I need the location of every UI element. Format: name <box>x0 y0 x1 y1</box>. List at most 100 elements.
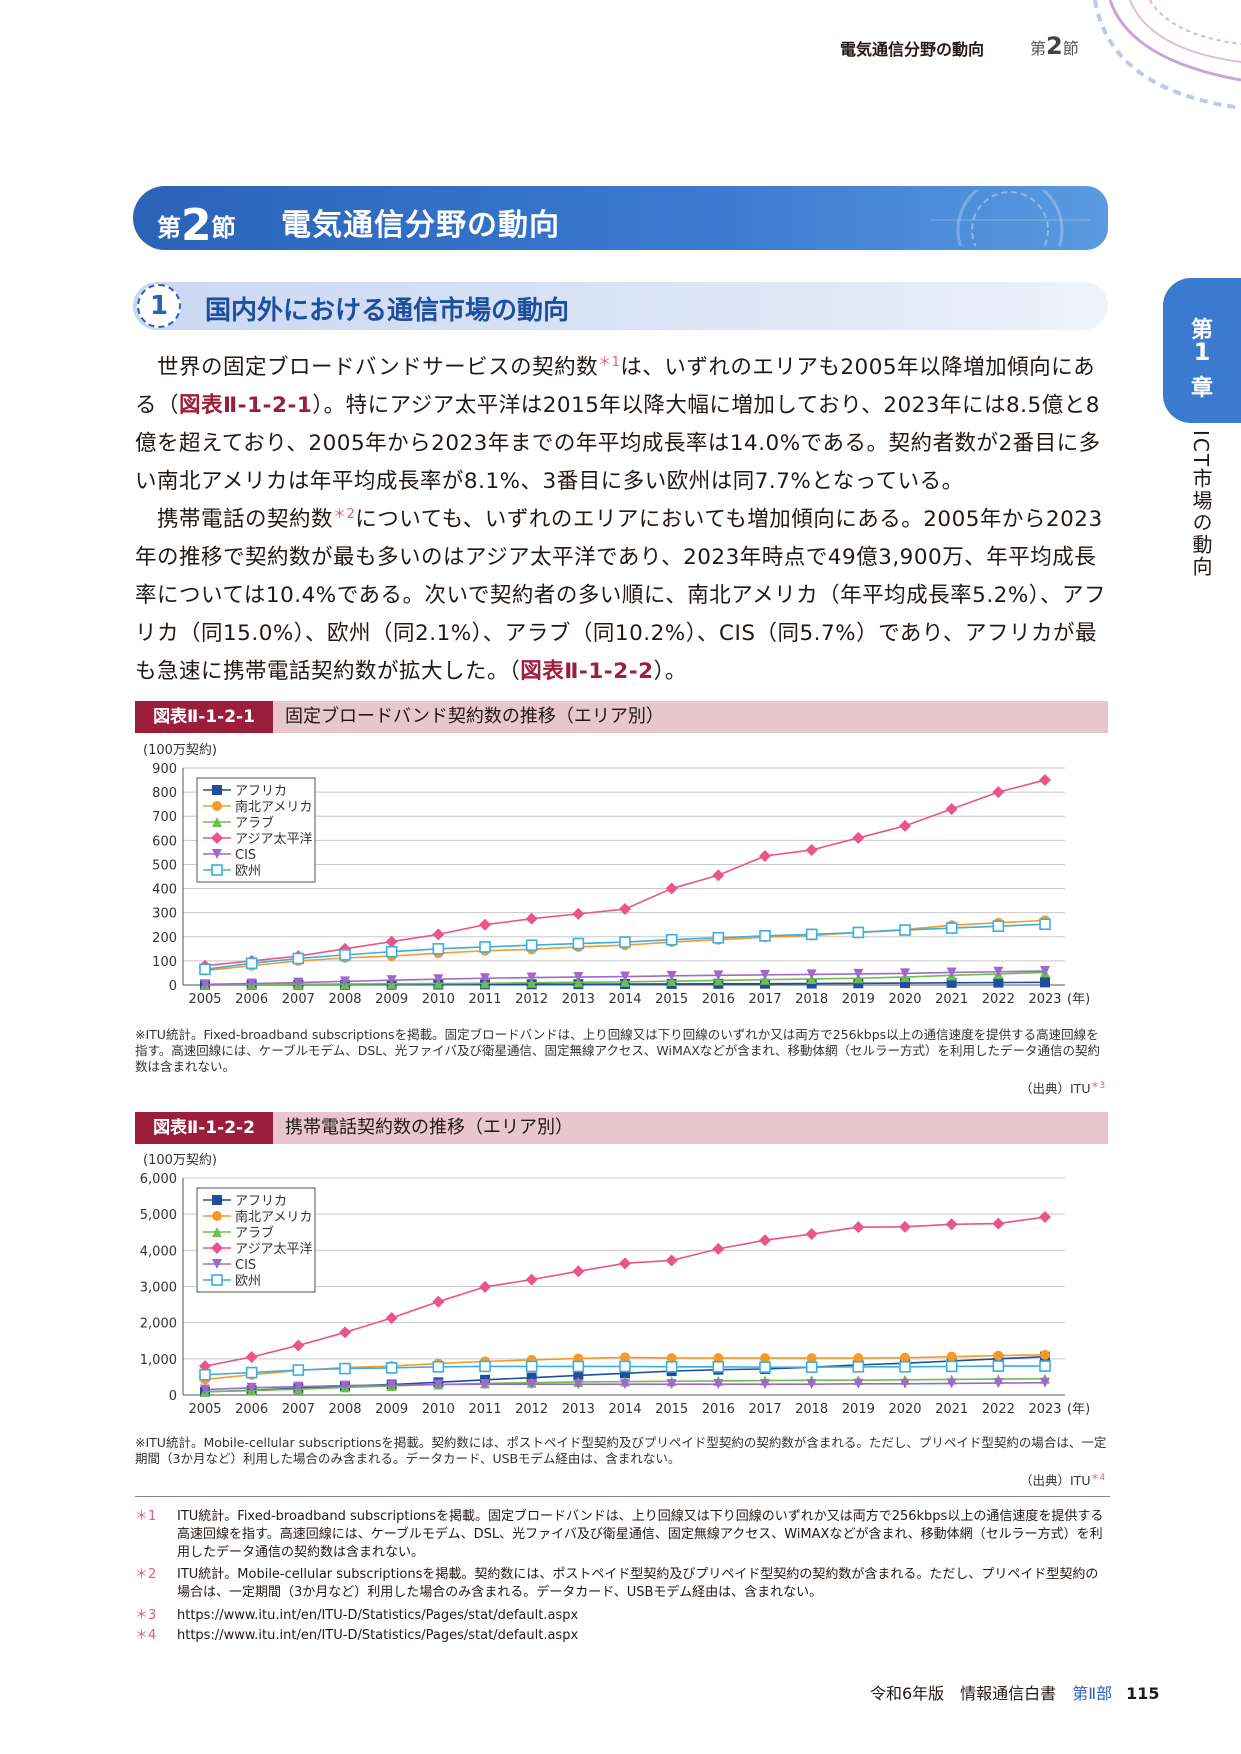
data-point <box>572 1265 585 1278</box>
data-point <box>900 978 910 989</box>
data-point <box>945 802 958 815</box>
data-point <box>245 957 258 970</box>
data-point <box>619 1360 631 1373</box>
data-point <box>665 933 678 946</box>
x-tick-label: 2010 <box>422 1402 455 1417</box>
data-point <box>760 1353 770 1364</box>
x-tick-label: 2005 <box>188 992 221 1007</box>
legend-marker <box>212 1195 222 1205</box>
legend-label: 欧州 <box>235 864 261 879</box>
data-point <box>945 1360 958 1373</box>
data-point <box>665 882 678 895</box>
x-tick-label: 2016 <box>702 992 735 1007</box>
data-point <box>945 1218 958 1231</box>
data-point <box>853 1353 864 1364</box>
data-point <box>806 1353 817 1364</box>
series-line <box>204 1216 1046 1367</box>
data-point <box>525 912 538 925</box>
data-point <box>620 1379 630 1390</box>
x-tick-label: 2019 <box>842 992 875 1007</box>
y-tick-label: 200 <box>152 931 177 946</box>
data-point <box>245 1351 258 1364</box>
data-point <box>852 1221 865 1234</box>
data-point <box>292 1339 305 1352</box>
legend-label: アジア太平洋 <box>235 1242 312 1257</box>
data-point <box>760 1379 770 1390</box>
x-tick-label: 2014 <box>608 1402 641 1417</box>
data-point <box>713 970 724 981</box>
data-point <box>946 1378 957 1389</box>
data-point <box>526 1379 537 1390</box>
x-tick-label: 2015 <box>655 992 688 1007</box>
data-point <box>666 1379 677 1390</box>
data-point <box>200 1384 210 1395</box>
x-axis-label: (年) <box>1067 1402 1090 1417</box>
data-point <box>1039 1211 1051 1224</box>
data-point <box>806 969 817 980</box>
data-point <box>293 1381 304 1392</box>
page-footer: 令和6年版 情報通信白書 第Ⅱ部 115 <box>870 1684 1160 1703</box>
legend-label: 欧州 <box>235 1274 261 1289</box>
data-point <box>620 976 630 987</box>
data-point <box>340 1380 350 1391</box>
data-point <box>480 978 490 989</box>
footnote-4-link[interactable]: https://www.itu.int/en/ITU-D/Statistics/… <box>177 1628 579 1643</box>
data-point <box>245 1366 258 1379</box>
footnote-2: ＊2 ITU統計。Mobile-cellular subscriptionsを掲載… <box>135 1567 1099 1600</box>
data-point <box>852 926 865 939</box>
data-point <box>339 1326 351 1339</box>
x-tick-label: 2015 <box>655 1402 688 1417</box>
figure-1-source: （出典）ITU＊3 <box>1020 1081 1106 1097</box>
x-tick-label: 2006 <box>235 992 268 1007</box>
y-tick-label: 6,000 <box>140 1172 177 1187</box>
data-point <box>432 928 445 941</box>
data-point <box>666 970 677 981</box>
data-point <box>385 1362 398 1374</box>
figure-ref-2[interactable]: 図表Ⅱ-1-2-2 <box>520 659 654 685</box>
y-axis-label: (100万契約) <box>143 743 217 758</box>
x-tick-label: 2009 <box>375 992 408 1007</box>
data-point <box>759 1361 771 1373</box>
data-point <box>1039 1360 1051 1372</box>
figure-1-note: ※ITU統計。Fixed-broadband subscriptionsを掲載。… <box>135 1027 1100 1074</box>
data-point <box>852 831 865 844</box>
x-tick-label: 2016 <box>702 1402 735 1417</box>
data-point <box>526 972 537 983</box>
data-point <box>479 941 491 953</box>
data-point <box>805 843 818 856</box>
subsection-title: 国内外における通信市場の動向 <box>205 296 570 326</box>
x-tick-label: 2008 <box>328 1402 361 1417</box>
data-point <box>805 1361 818 1373</box>
y-tick-label: 5,000 <box>140 1208 177 1223</box>
data-point <box>479 918 491 931</box>
x-tick-label: 2017 <box>748 992 781 1007</box>
data-point <box>619 1257 631 1270</box>
data-point <box>806 1379 817 1390</box>
running-header-title: 電気通信分野の動向 <box>840 40 985 59</box>
paragraph-2: 携帯電話の契約数＊2についても、いずれのエリアにおいても増加傾向にある。2005… <box>135 507 1107 685</box>
legend-label: アフリカ <box>235 1194 287 1209</box>
y-axis-label: (100万契約) <box>143 1153 217 1168</box>
figure-ref-1[interactable]: 図表Ⅱ-1-2-1 <box>179 393 313 419</box>
y-tick-label: 900 <box>152 762 177 777</box>
figure-1-label: 図表Ⅱ-1-2-1 <box>135 701 273 733</box>
data-point <box>433 1379 444 1390</box>
data-point <box>573 977 584 988</box>
data-point <box>713 975 724 986</box>
legend-marker <box>212 801 222 811</box>
data-point <box>665 1360 678 1373</box>
data-point <box>993 977 1004 988</box>
page-number: 115 <box>1126 1684 1160 1703</box>
x-tick-label: 2020 <box>888 1402 921 1417</box>
data-point <box>900 968 910 979</box>
x-tick-label: 2021 <box>935 1402 968 1417</box>
subsection-number: 1 <box>137 284 181 328</box>
x-tick-label: 2023 <box>1028 992 1061 1007</box>
data-point <box>712 931 725 944</box>
data-point <box>992 1360 1005 1372</box>
data-point <box>573 1370 584 1381</box>
y-tick-label: 600 <box>152 834 177 849</box>
footnote-3-link[interactable]: https://www.itu.int/en/ITU-D/Statistics/… <box>177 1608 579 1623</box>
x-tick-label: 2012 <box>515 992 548 1007</box>
legend-label: 南北アメリカ <box>235 1209 312 1225</box>
